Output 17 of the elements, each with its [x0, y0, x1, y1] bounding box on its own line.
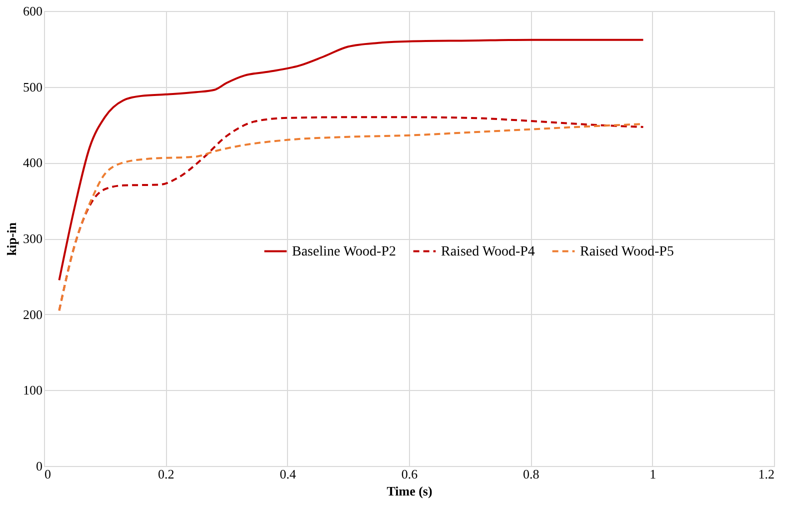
y-tick-label: 300 — [23, 231, 42, 246]
y-tick-label: 100 — [23, 382, 42, 398]
x-tick-label: 0.4 — [280, 466, 296, 482]
y-tick-label: 500 — [23, 79, 42, 94]
x-tick-label: 0.6 — [401, 466, 418, 482]
x-tick-label: 1.2 — [758, 466, 774, 482]
y-tick-label: 200 — [23, 306, 42, 322]
y-axis-title: kip-in — [4, 222, 19, 256]
y-tick-label: 600 — [23, 4, 42, 18]
y-tick-label: 400 — [23, 155, 42, 170]
x-tick-label: 0.2 — [158, 466, 174, 482]
legend-label: Baseline Wood-P2 — [292, 244, 396, 260]
x-axis-title: Time (s) — [386, 484, 432, 498]
x-tick-label: 1 — [650, 466, 656, 482]
legend-label: Raised Wood-P5 — [580, 244, 674, 260]
legend-label: Raised Wood-P4 — [441, 244, 535, 260]
x-tick-label: 0.8 — [523, 466, 540, 482]
